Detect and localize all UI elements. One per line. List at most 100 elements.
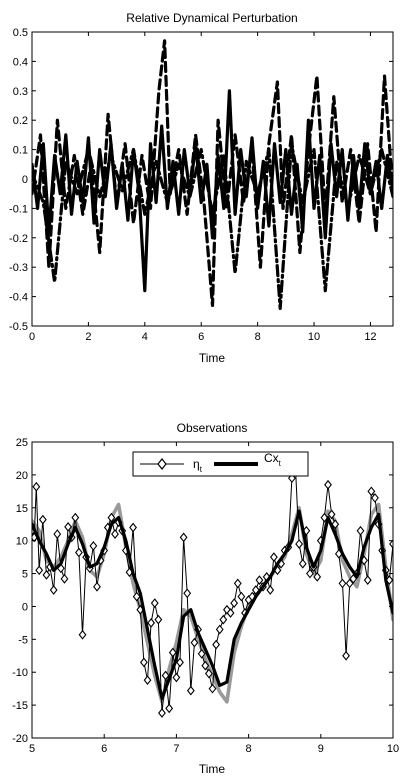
top-ticks: 0 2 4 6 8 10 12 -0.5 -0.4 -0.3 -0.2 -0.1 0 0.1 0.2 0.3 0… xyxy=(9,27,393,343)
bottom-data-point xyxy=(129,522,137,533)
bottom-y-tick-label: 5 xyxy=(22,569,28,581)
top-y-tick-label: -0.3 xyxy=(9,262,28,274)
bottom-data-point xyxy=(154,614,163,625)
bottom-x-tick-label: 5 xyxy=(29,743,35,755)
bottom-x-tick-label: 7 xyxy=(173,743,179,755)
bottom-data-point xyxy=(237,591,246,602)
bottom-data-point xyxy=(176,657,184,668)
bottom-data-point xyxy=(147,618,156,628)
top-plot-area xyxy=(32,39,393,310)
top-x-tick-label: 6 xyxy=(198,331,204,343)
bottom-y-tick-label: 20 xyxy=(16,470,28,482)
bottom-data-point xyxy=(64,521,73,532)
bottom-data-point xyxy=(172,672,181,683)
top-y-tick-label: 0.4 xyxy=(13,56,28,68)
bottom-series-line-1 xyxy=(32,509,393,701)
bottom-data-point xyxy=(367,486,376,497)
top-y-tick-label: -0.1 xyxy=(9,203,28,215)
legend: ηt Cxt xyxy=(132,451,309,477)
bottom-y-tick-label: -15 xyxy=(12,700,28,712)
top-y-tick-label: -0.4 xyxy=(9,292,28,304)
bottom-data-point xyxy=(298,558,307,569)
bottom-data-point xyxy=(219,614,228,625)
bottom-data-point xyxy=(324,479,332,490)
top-y-tick-label: 0.2 xyxy=(13,115,28,127)
bottom-y-tick-label: 0 xyxy=(22,601,28,613)
bottom-data-point xyxy=(89,541,98,551)
bottom-data-point xyxy=(345,578,354,589)
bottom-y-tick-label: -10 xyxy=(12,667,28,679)
bottom-data-point xyxy=(111,529,119,539)
bottom-data-point xyxy=(150,598,159,609)
bottom-data-point xyxy=(266,585,275,595)
bottom-chart-title: Observations xyxy=(177,421,248,435)
top-series-line-0 xyxy=(32,89,393,293)
bottom-data-point xyxy=(42,569,51,580)
bottom-axes-frame xyxy=(31,441,394,739)
bottom-data-point xyxy=(255,575,264,586)
top-y-tick-label: -0.2 xyxy=(9,233,28,245)
bottom-y-tick-label: 10 xyxy=(16,536,28,548)
bottom-panel: Observations 5 6 7 8 9 10 -20 -15 -10 -5 0 5 10 15 20 2… xyxy=(12,421,399,776)
bottom-y-tick-label: 15 xyxy=(16,503,28,515)
bottom-data-point xyxy=(158,708,166,718)
bottom-data-point xyxy=(75,547,83,558)
bottom-ticks: 5 6 7 8 9 10 -20 -15 -10 -5 0 5 10 15 20 25 xyxy=(12,437,399,755)
bottom-data-point xyxy=(208,683,217,694)
legend-diamond-marker xyxy=(157,458,167,470)
legend-label-eta: ηt xyxy=(193,457,203,474)
bottom-data-point xyxy=(143,675,152,685)
bottom-data-point xyxy=(204,668,213,679)
bottom-data-point xyxy=(183,588,192,599)
bottom-data-point xyxy=(140,657,148,668)
bottom-data-point xyxy=(212,639,221,650)
bottom-data-point xyxy=(93,581,101,592)
bottom-data-point xyxy=(295,539,304,549)
bottom-data-point xyxy=(201,660,210,671)
bottom-data-point xyxy=(389,539,393,549)
bottom-data-point xyxy=(132,591,141,602)
top-x-tick-label: 8 xyxy=(255,331,261,343)
bottom-data-point xyxy=(269,552,278,562)
top-x-tick-label: 2 xyxy=(85,331,91,343)
bottom-data-point xyxy=(306,568,314,579)
bottom-data-point xyxy=(342,650,350,661)
bottom-x-tick-label: 8 xyxy=(246,743,252,755)
bottom-series-line-2 xyxy=(32,502,393,704)
bottom-data-point xyxy=(327,509,336,520)
bottom-data-point xyxy=(71,512,80,523)
bottom-data-point xyxy=(161,670,170,681)
bottom-data-point xyxy=(313,571,322,582)
bottom-data-point xyxy=(60,573,69,584)
bottom-y-tick-label: 25 xyxy=(16,437,28,449)
top-x-tick-label: 10 xyxy=(308,331,320,343)
bottom-y-tick-label: -20 xyxy=(12,733,28,745)
top-x-tick-label: 0 xyxy=(29,331,35,343)
bottom-data-point xyxy=(197,648,206,659)
bottom-data-point xyxy=(226,608,235,618)
bottom-data-point xyxy=(179,532,188,543)
top-chart-title: Relative Dynamical Perturbation xyxy=(126,11,297,25)
top-series-line-1 xyxy=(32,39,393,307)
bottom-data-point xyxy=(165,703,174,714)
bottom-plot-area xyxy=(32,463,393,718)
bottom-x-tick-label: 10 xyxy=(387,743,399,755)
bottom-data-point xyxy=(49,585,58,595)
top-x-tick-label: 12 xyxy=(364,331,376,343)
top-panel: Relative Dynamical Perturbation 0 2 4 6 8 10 1… xyxy=(9,11,394,365)
bottom-data-point xyxy=(38,514,47,525)
bottom-data-point xyxy=(331,519,340,530)
bottom-data-point xyxy=(371,493,379,503)
bottom-data-point xyxy=(230,598,239,609)
bottom-x-axis-label: Time xyxy=(199,762,226,776)
bottom-data-point xyxy=(186,685,195,696)
legend-label-cx: Cxt xyxy=(264,451,282,468)
top-y-tick-label: 0.5 xyxy=(13,27,28,39)
bottom-x-tick-label: 9 xyxy=(318,743,324,755)
bottom-data-point xyxy=(215,624,224,635)
top-x-axis-label: Time xyxy=(199,351,226,365)
bottom-data-point xyxy=(53,529,62,539)
bottom-data-point xyxy=(190,637,199,648)
top-y-tick-label: 0.3 xyxy=(13,86,28,98)
